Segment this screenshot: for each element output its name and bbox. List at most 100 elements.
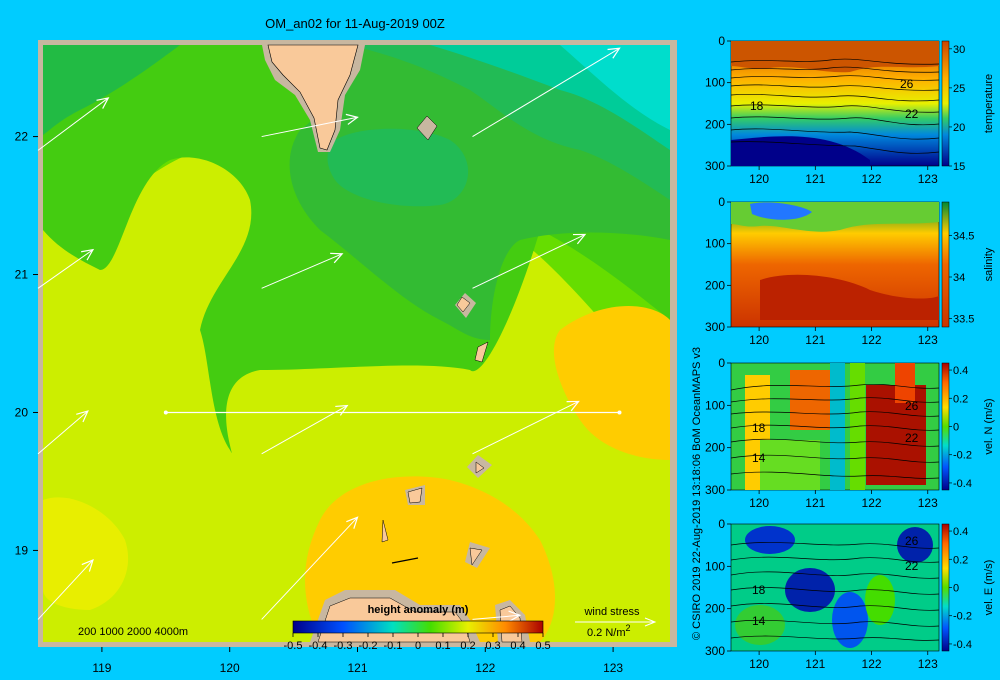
- contour-label: 22: [905, 107, 919, 121]
- section-x-tick-label: 123: [918, 172, 938, 186]
- section-y-tick-label: 0: [718, 517, 725, 531]
- map-x-tick-label: 121: [347, 661, 367, 675]
- section-x-tick-label: 123: [918, 333, 938, 347]
- section-y-tick-label: 0: [718, 34, 725, 48]
- section-y-tick-label: 100: [705, 76, 725, 90]
- colorbar-tick-label: 0.2: [460, 640, 475, 652]
- map-x-tick-label: 120: [220, 661, 240, 675]
- section-x-tick-label: 121: [805, 657, 825, 671]
- wind-stress-label: wind stress: [583, 606, 640, 618]
- section-colorbar-tick-label: -0.4: [953, 478, 972, 490]
- section-x-tick-label: 122: [862, 657, 882, 671]
- section-colorbar-tick-label: 33.5: [953, 314, 974, 326]
- section-y-tick-label: 300: [705, 483, 725, 497]
- colorbar-tick-label: 0.3: [485, 640, 500, 652]
- wind-vector: [37, 248, 95, 289]
- section-y-tick-label: 300: [705, 159, 725, 173]
- wind-vector: [37, 97, 110, 151]
- colorbar-tick-label: -0.3: [334, 640, 353, 652]
- section-colorbar-tick-label: -0.2: [953, 450, 972, 462]
- section-panel-axes: 120 121 122 123 0 100 200 300 30 25 20 15 temperatur…: [705, 34, 995, 186]
- section-x-tick-label: 121: [805, 333, 825, 347]
- map-x-axis: 119 120 121 122 123: [92, 647, 623, 675]
- section-colorbar: [941, 362, 950, 491]
- wind-vector: [37, 559, 94, 620]
- section-colorbar-tick-label: 20: [953, 122, 965, 134]
- section-start-dot: [163, 410, 168, 415]
- map-y-tick-label: 21: [15, 268, 29, 282]
- section-x-tick-label: 122: [862, 333, 882, 347]
- colorbar-tick-label: -0.2: [359, 640, 378, 652]
- colorbar-tick-label: -0.4: [309, 640, 328, 652]
- section-y-tick-label: 0: [718, 356, 725, 370]
- section-colorbar-tick-label: 15: [953, 161, 965, 173]
- section-label: vel. N (m/s): [983, 398, 995, 454]
- section-colorbar-tick-label: -0.2: [953, 611, 972, 623]
- section-y-tick-label: 100: [705, 398, 725, 412]
- section-colorbar-tick-label: -0.4: [953, 639, 972, 651]
- contour-label: 14: [752, 614, 766, 628]
- contour-label: 18: [750, 99, 764, 113]
- section-label: vel. E (m/s): [983, 560, 995, 616]
- wind-vector: [261, 404, 349, 455]
- section-colorbar-tick-label: 0.4: [953, 526, 968, 538]
- map-x-tick-label: 123: [603, 661, 623, 675]
- section-y-tick-label: 100: [705, 559, 725, 573]
- section-x-tick-label: 120: [749, 657, 769, 671]
- section-salinity: [730, 201, 940, 328]
- section-y-tick-label: 200: [705, 441, 725, 455]
- height-anomaly-field: [43, 45, 670, 642]
- section-colorbar-tick-label: 25: [953, 83, 965, 95]
- contour-label: 26: [900, 77, 914, 91]
- wind-scale-arrowhead: [644, 617, 657, 627]
- section-x-tick-label: 121: [805, 496, 825, 510]
- section-vel-e: [730, 523, 940, 652]
- section-temperature: [730, 40, 940, 167]
- wind-vector: [472, 400, 580, 455]
- wind-vector: [472, 610, 522, 622]
- height-colorbar: [292, 620, 544, 634]
- depth-legend: 200 1000 2000 4000m: [78, 626, 188, 638]
- map-y-axis: 22 21 20 19: [15, 130, 38, 557]
- wind-vector: [261, 113, 359, 138]
- contour-label: 22: [905, 559, 919, 573]
- section-colorbar: [941, 201, 950, 328]
- map-x-tick-label: 122: [475, 661, 495, 675]
- contour-label: 18: [752, 583, 766, 597]
- contour-label: 26: [905, 534, 919, 548]
- section-label: salinity: [983, 247, 995, 281]
- contour-label: 26: [905, 399, 919, 413]
- section-x-tick-label: 120: [749, 333, 769, 347]
- section-x-tick-label: 122: [862, 496, 882, 510]
- section-x-tick-label: 123: [918, 496, 938, 510]
- section-x-tick-label: 121: [805, 172, 825, 186]
- wind-vector: [37, 410, 89, 455]
- section-y-tick-label: 200: [705, 117, 725, 131]
- map-x-tick-label: 119: [92, 661, 111, 675]
- section-colorbar-tick-label: 0.2: [953, 554, 968, 566]
- contour-label: 18: [752, 421, 766, 435]
- contour-label: 22: [905, 431, 919, 445]
- section-y-tick-label: 200: [705, 278, 725, 292]
- colorbar-tick-label: 0.4: [510, 640, 525, 652]
- colorbar-tick-label: -0.1: [384, 640, 403, 652]
- contour-label: 14: [752, 451, 766, 465]
- section-colorbar: [941, 40, 950, 167]
- section-x-tick-label: 123: [918, 657, 938, 671]
- section-colorbar-tick-label: 0: [953, 422, 959, 434]
- section-y-tick-label: 300: [705, 320, 725, 334]
- map-y-tick-label: 22: [15, 130, 29, 144]
- section-line: [163, 410, 622, 415]
- section-x-tick-label: 122: [862, 172, 882, 186]
- wind-vector: [261, 252, 344, 289]
- section-y-tick-label: 300: [705, 644, 725, 658]
- section-colorbar: [941, 523, 950, 652]
- section-axes: 120 121 122 123 0 100 200 300 30 25 20 15 temperatur…: [705, 34, 995, 671]
- wind-scale-value: 0.2 N/m2: [587, 623, 631, 639]
- colorbar-tick-label: 0: [415, 640, 421, 652]
- map-title: OM_an02 for 11-Aug-2019 00Z: [265, 16, 445, 31]
- section-y-tick-label: 200: [705, 602, 725, 616]
- section-colorbar-tick-label: 0.2: [953, 393, 968, 405]
- map-y-tick-label: 20: [15, 405, 29, 419]
